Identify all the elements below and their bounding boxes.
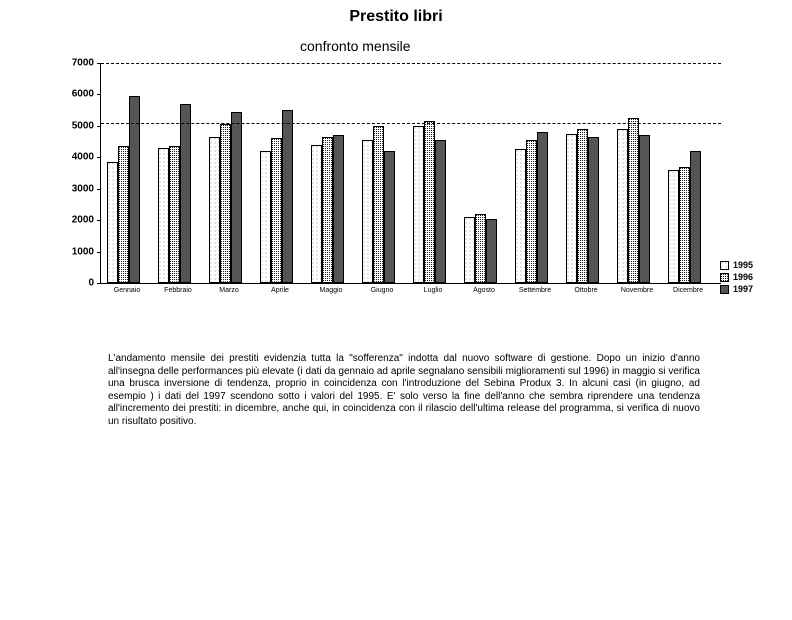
legend-label: 1997 (733, 284, 753, 294)
bar-1996 (526, 140, 537, 283)
bar-1995 (413, 126, 424, 283)
bar-1997 (588, 137, 599, 283)
guide-line (101, 123, 721, 124)
category-label: Ottobre (574, 287, 597, 294)
bar-1996 (220, 124, 231, 283)
y-axis-tick (97, 283, 101, 284)
bar-1997 (690, 151, 701, 283)
bar-1995 (566, 134, 577, 283)
y-axis-label: 5000 (72, 120, 94, 131)
legend-item: 1997 (720, 284, 753, 294)
category-label: Gennaio (114, 287, 140, 294)
legend-swatch (720, 273, 729, 282)
bar-1996 (373, 126, 384, 283)
y-axis-label: 1000 (72, 246, 94, 257)
chart-title: Prestito libri (0, 8, 792, 26)
category-label: Novembre (621, 287, 653, 294)
category-label: Agosto (473, 287, 495, 294)
bar-1996 (271, 138, 282, 283)
bar-1996 (118, 146, 129, 283)
bar-1997 (129, 96, 140, 283)
bar-1997 (486, 219, 497, 283)
plot-area: GennaioFebbraioMarzoAprileMaggioGiugnoLu… (100, 63, 721, 284)
y-axis-tick (97, 157, 101, 158)
y-axis-label: 0 (88, 278, 94, 289)
category-label: Aprile (271, 287, 289, 294)
caption-text: L'andamento mensile dei prestiti evidenz… (108, 353, 700, 428)
bar-1997 (384, 151, 395, 283)
bar-1995 (515, 149, 526, 283)
chart-subtitle: confronto mensile (300, 38, 411, 54)
bar-1997 (639, 135, 650, 283)
category-label: Giugno (371, 287, 394, 294)
bar-1996 (169, 146, 180, 283)
y-axis-tick (97, 252, 101, 253)
legend-swatch (720, 285, 729, 294)
y-axis-tick (97, 94, 101, 95)
bar-1997 (537, 132, 548, 283)
bar-1997 (231, 112, 242, 283)
bar-1995 (209, 137, 220, 283)
bar-1995 (617, 129, 628, 283)
bar-1995 (107, 162, 118, 283)
category-label: Marzo (219, 287, 238, 294)
bar-groups (101, 63, 721, 283)
category-label: Luglio (424, 287, 443, 294)
bar-1996 (475, 214, 486, 283)
bar-1995 (668, 170, 679, 283)
bar-1997 (282, 110, 293, 283)
bar-1996 (577, 129, 588, 283)
y-axis-tick (97, 126, 101, 127)
y-axis-label: 3000 (72, 183, 94, 194)
bar-1996 (628, 118, 639, 283)
legend-label: 1996 (733, 272, 753, 282)
y-axis-tick (97, 189, 101, 190)
y-axis-label: 2000 (72, 215, 94, 226)
chart: Gennaio Febbraio Marzo Aprile Maggio Giugno Lu… (60, 63, 720, 303)
legend-item: 1996 (720, 272, 753, 282)
y-axis-label: 4000 (72, 152, 94, 163)
y-axis-label: 7000 (72, 58, 94, 69)
bar-1995 (362, 140, 373, 283)
category-label: Febbraio (164, 287, 192, 294)
bar-1996 (679, 167, 690, 283)
bar-1995 (158, 148, 169, 283)
bar-1995 (464, 217, 475, 283)
bar-1996 (424, 121, 435, 283)
bar-1995 (311, 145, 322, 283)
legend-item: 1995 (720, 260, 753, 270)
bar-1995 (260, 151, 271, 283)
legend-swatch (720, 261, 729, 270)
bar-1997 (333, 135, 344, 283)
legend: 1995 1996 1997 (720, 260, 753, 296)
category-label: Maggio (320, 287, 343, 294)
legend-label: 1995 (733, 260, 753, 270)
category-label: Dicembre (673, 287, 703, 294)
bar-1997 (435, 140, 446, 283)
guide-line (101, 63, 721, 64)
bar-1997 (180, 104, 191, 283)
y-axis-tick (97, 220, 101, 221)
bar-1996 (322, 137, 333, 283)
category-label: Settembre (519, 287, 551, 294)
y-axis-label: 6000 (72, 89, 94, 100)
